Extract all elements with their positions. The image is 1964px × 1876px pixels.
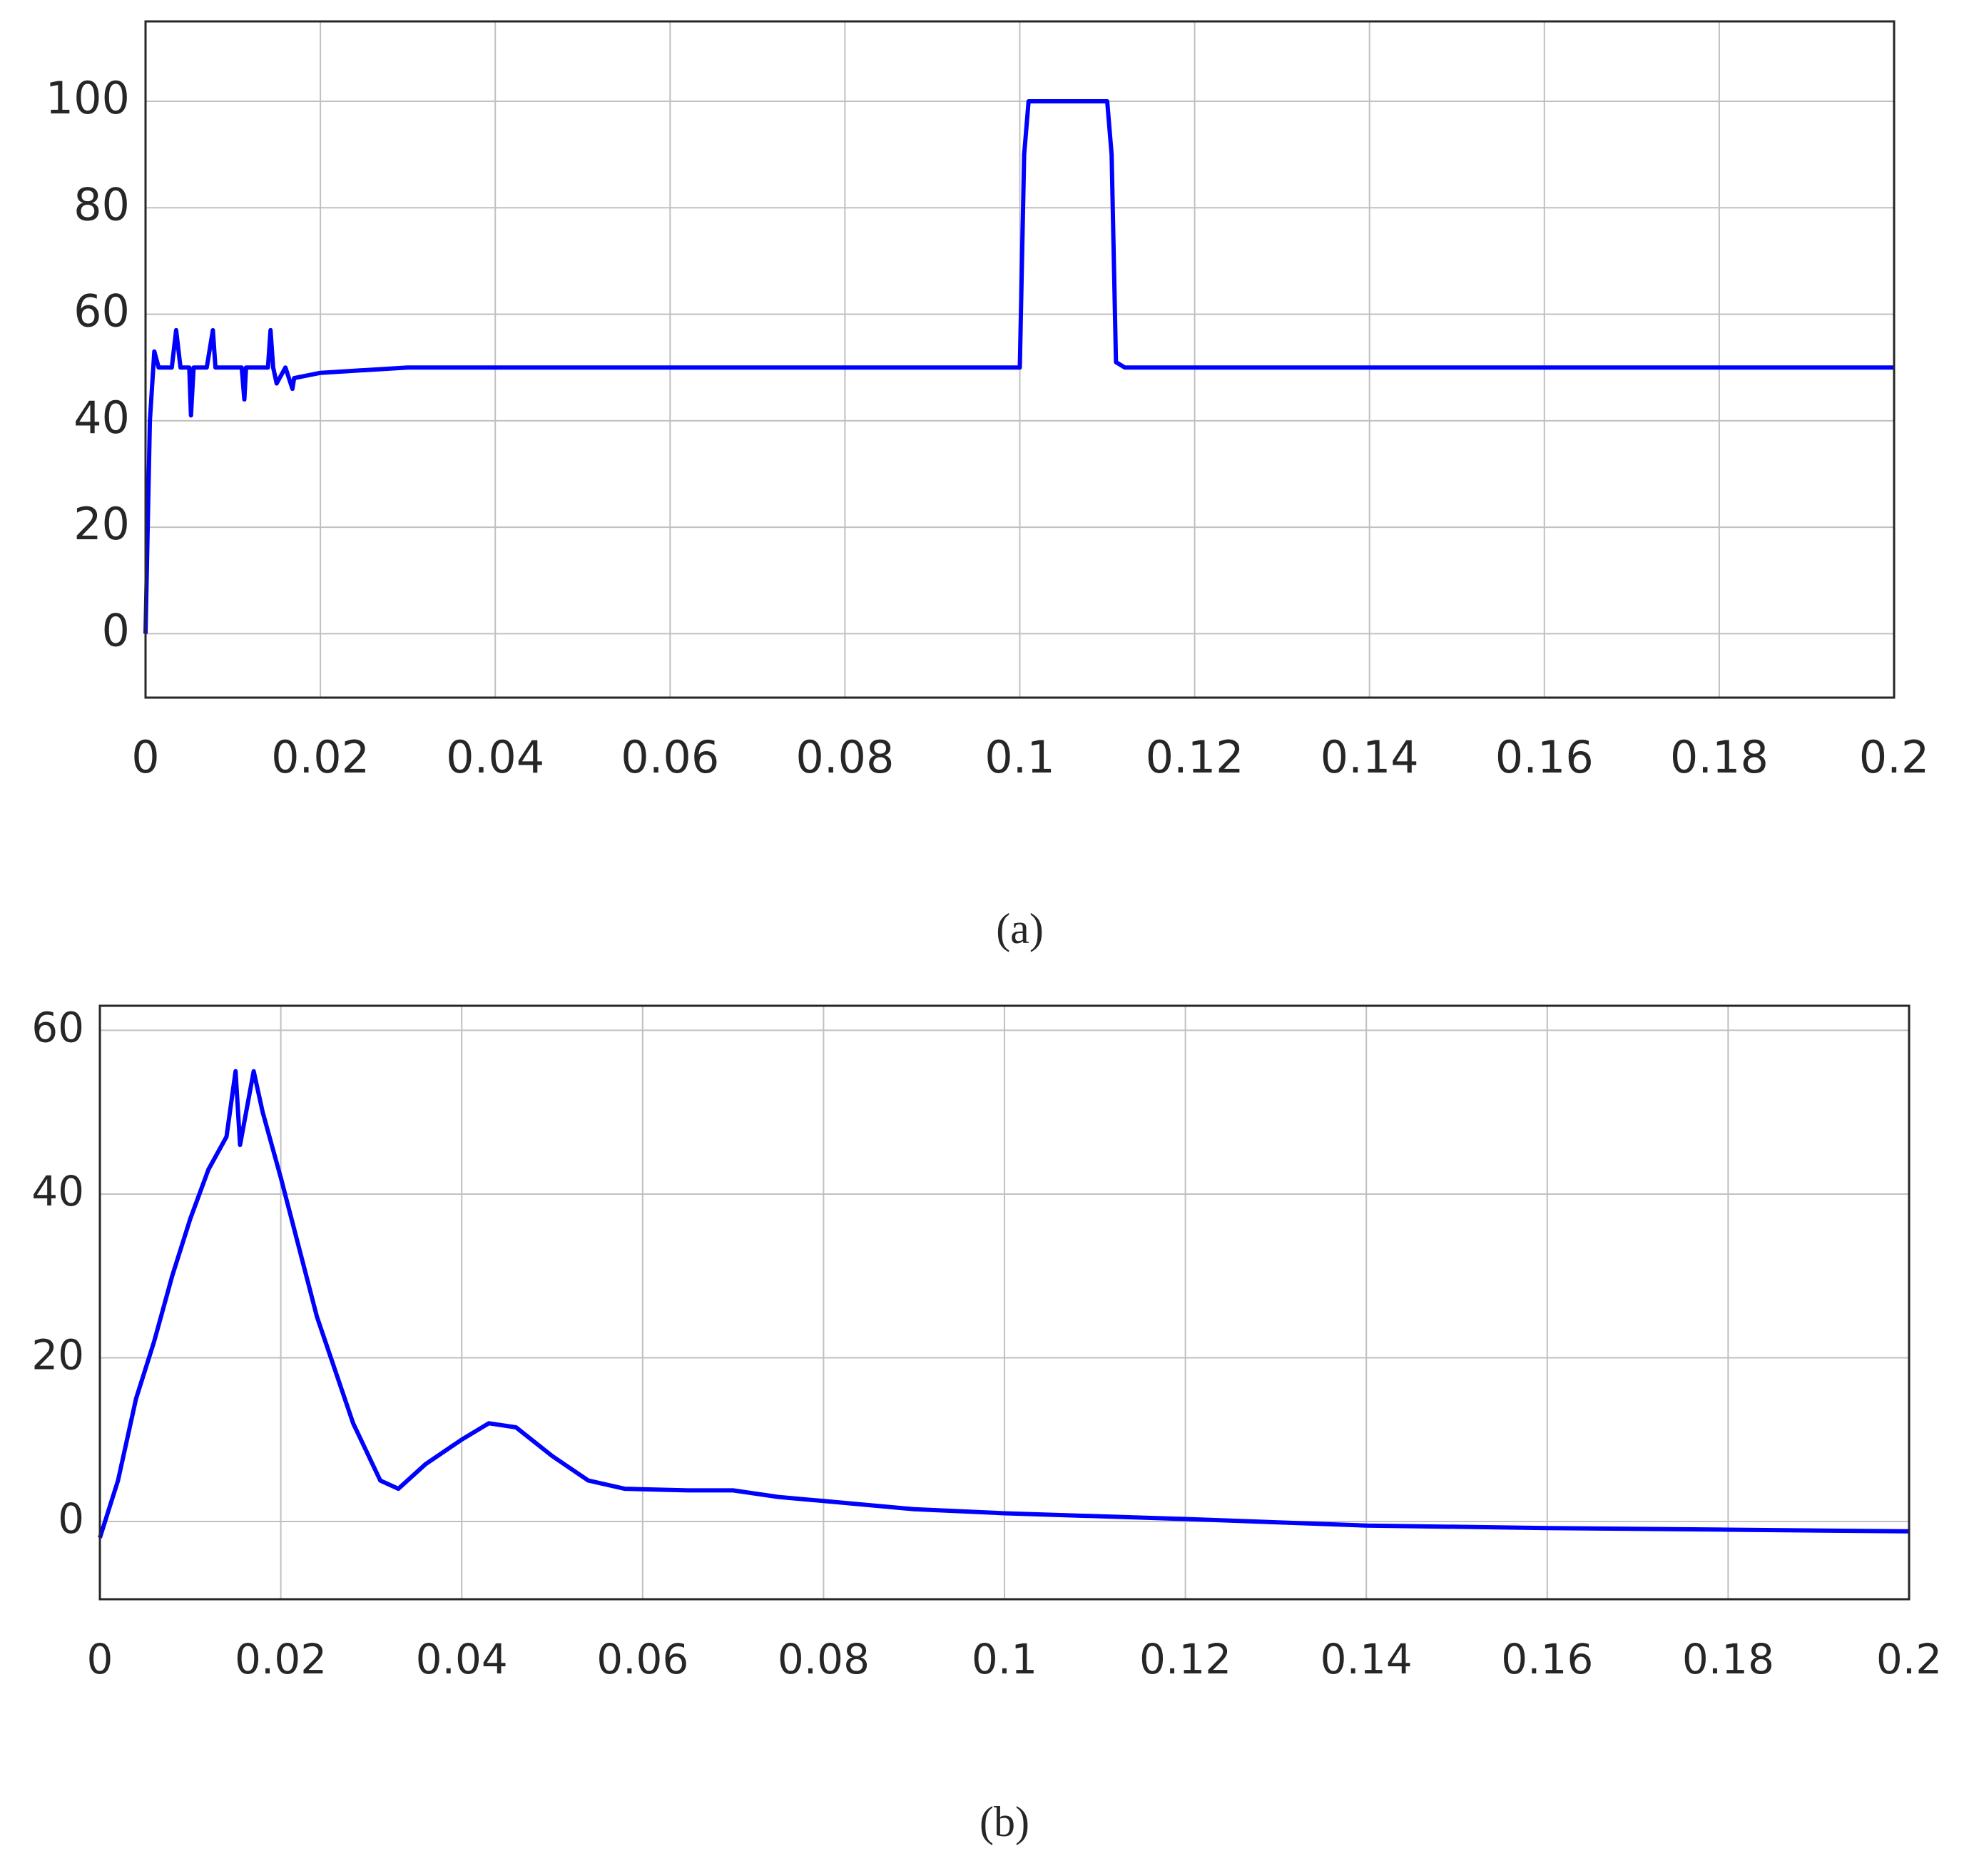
x-tick-label: 0.08	[795, 731, 894, 783]
x-tick-label: 0.12	[1139, 1635, 1231, 1683]
x-tick-label: 0.14	[1321, 1635, 1413, 1683]
y-tick-label: 40	[73, 392, 130, 444]
x-tick-label: 0.1	[984, 731, 1055, 783]
x-tick-label: 0.02	[235, 1635, 327, 1683]
y-tick-label: 100	[46, 72, 130, 124]
x-tick-label: 0.04	[446, 731, 544, 783]
y-tick-label: 0	[58, 1494, 84, 1543]
caption: (a)	[996, 905, 1044, 952]
y-tick-label: 20	[73, 498, 130, 550]
data-line	[143, 99, 1894, 634]
x-tick-label: 0.2	[1859, 731, 1930, 783]
x-tick-label: 0.2	[1876, 1635, 1942, 1683]
x-tick-label: 0.16	[1501, 1635, 1593, 1683]
y-tick-label: 60	[31, 1004, 84, 1052]
y-tick-label: 0	[102, 605, 130, 657]
caption: (b)	[980, 1798, 1029, 1845]
data-line	[98, 1069, 1910, 1539]
x-tick-label: 0.12	[1146, 731, 1244, 783]
x-tick-label: 0.1	[972, 1635, 1037, 1683]
x-tick-label: 0.16	[1495, 731, 1594, 783]
x-tick-label: 0.18	[1670, 731, 1769, 783]
y-tick-label: 80	[73, 178, 130, 230]
x-tick-label: 0.04	[416, 1635, 508, 1683]
x-tick-label: 0.06	[596, 1635, 688, 1683]
x-tick-label: 0.18	[1682, 1635, 1774, 1683]
x-tick-label: 0	[87, 1635, 113, 1683]
plot-frame	[144, 20, 1896, 699]
y-tick-label: 20	[31, 1331, 84, 1380]
x-tick-label: 0.14	[1321, 731, 1419, 783]
x-tick-label: 0.02	[271, 731, 370, 783]
x-tick-label: 0	[131, 731, 159, 783]
plot-frame	[98, 1004, 1910, 1601]
y-tick-label: 40	[31, 1167, 84, 1215]
x-tick-label: 0.08	[778, 1635, 870, 1683]
y-tick-label: 60	[73, 285, 130, 337]
x-tick-label: 0.06	[621, 731, 719, 783]
